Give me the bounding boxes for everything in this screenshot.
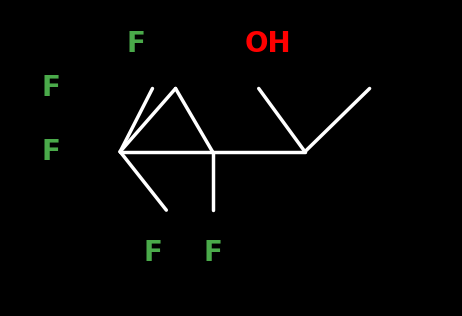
Text: OH: OH <box>245 30 291 58</box>
Text: F: F <box>42 75 60 102</box>
Text: F: F <box>42 138 60 166</box>
Text: F: F <box>127 30 146 58</box>
Text: F: F <box>203 239 222 267</box>
Text: F: F <box>143 239 162 267</box>
